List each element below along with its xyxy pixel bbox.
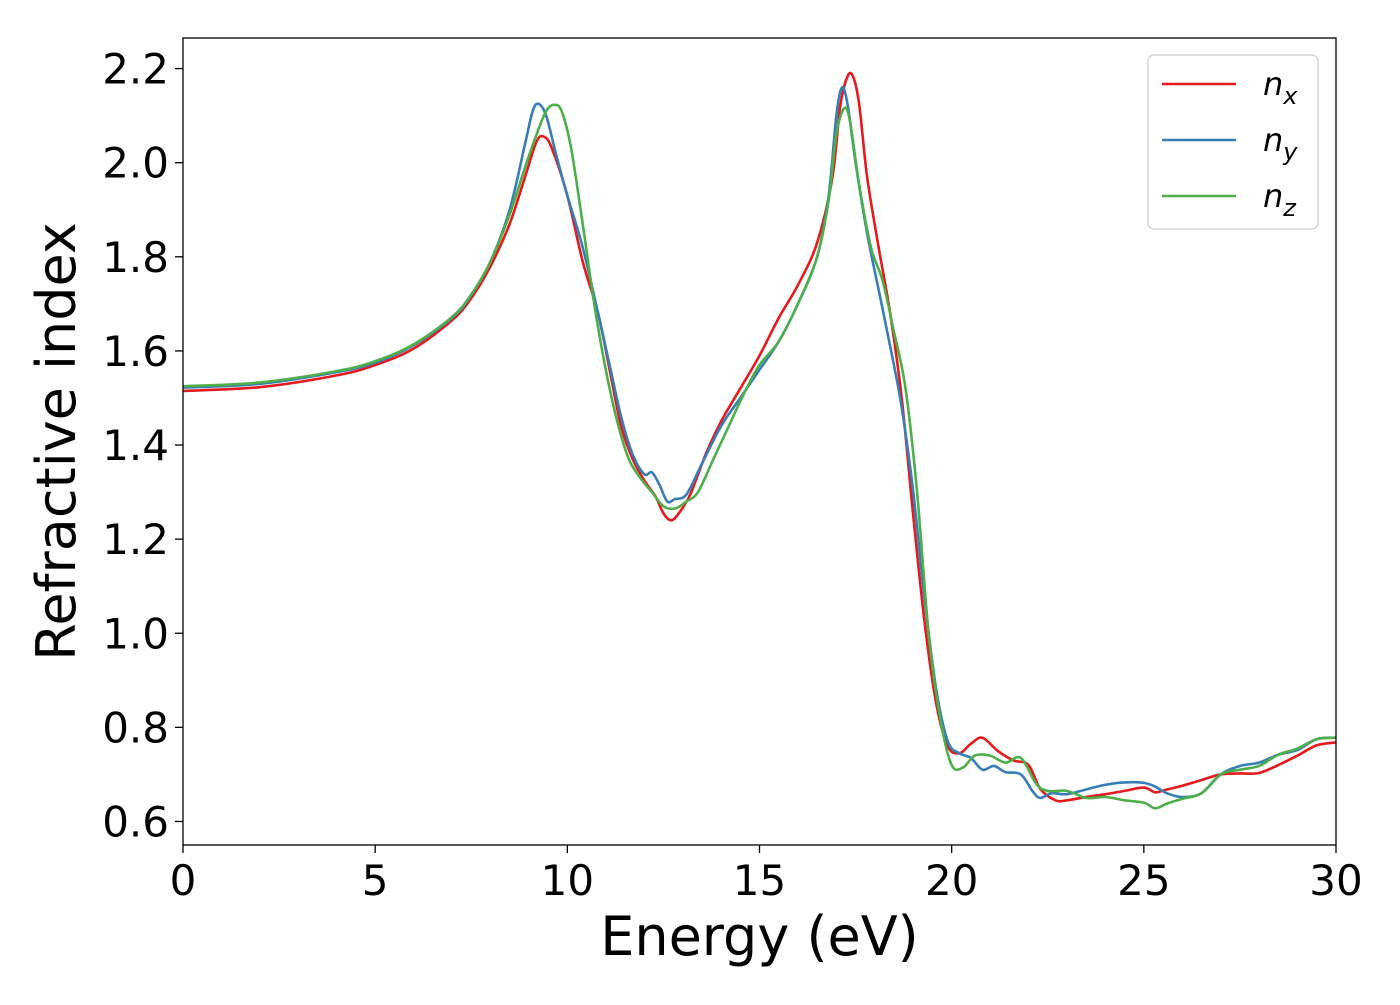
y-tick-label: 1.6 xyxy=(102,327,169,376)
y-tick-label: 1.4 xyxy=(102,421,169,470)
y-tick-label: 2.0 xyxy=(102,139,169,188)
series-line-ny xyxy=(183,85,1336,800)
legend-box xyxy=(1147,54,1319,230)
y-axis-ticks: 0.6 0.8 1.0 1.2 1.4 1.6 1.8 2.0 2.2 xyxy=(102,45,183,846)
y-tick-label: 1.8 xyxy=(102,233,169,282)
curves-layer xyxy=(183,71,1336,810)
x-tick-label: 10 xyxy=(541,856,594,905)
x-tick-label: 15 xyxy=(733,856,786,905)
series-line-nz xyxy=(183,103,1336,810)
x-tick-label: 0 xyxy=(170,856,197,905)
y-tick-label: 0.8 xyxy=(102,703,169,752)
legend-label-nz: nz xyxy=(1263,177,1297,222)
legend-label-nx: nx xyxy=(1263,65,1298,110)
series-line-nx xyxy=(183,71,1336,803)
legend-label-ny: ny xyxy=(1263,121,1298,166)
y-tick-label: 0.6 xyxy=(102,797,169,846)
legend-entries: nx ny nz xyxy=(1162,65,1298,222)
y-tick-label: 1.0 xyxy=(102,609,169,658)
x-tick-label: 30 xyxy=(1309,856,1362,905)
legend: nx ny nz xyxy=(1147,54,1319,230)
y-axis-title: Refractive index xyxy=(25,222,88,661)
y-tick-label: 2.2 xyxy=(102,45,169,94)
x-axis-title: Energy (eV) xyxy=(600,905,919,968)
x-tick-label: 20 xyxy=(925,856,978,905)
x-tick-label: 25 xyxy=(1117,856,1170,905)
y-tick-label: 1.2 xyxy=(102,515,169,564)
x-axis-ticks: 0 5 10 15 20 25 30 xyxy=(170,845,1363,905)
x-tick-label: 5 xyxy=(362,856,389,905)
